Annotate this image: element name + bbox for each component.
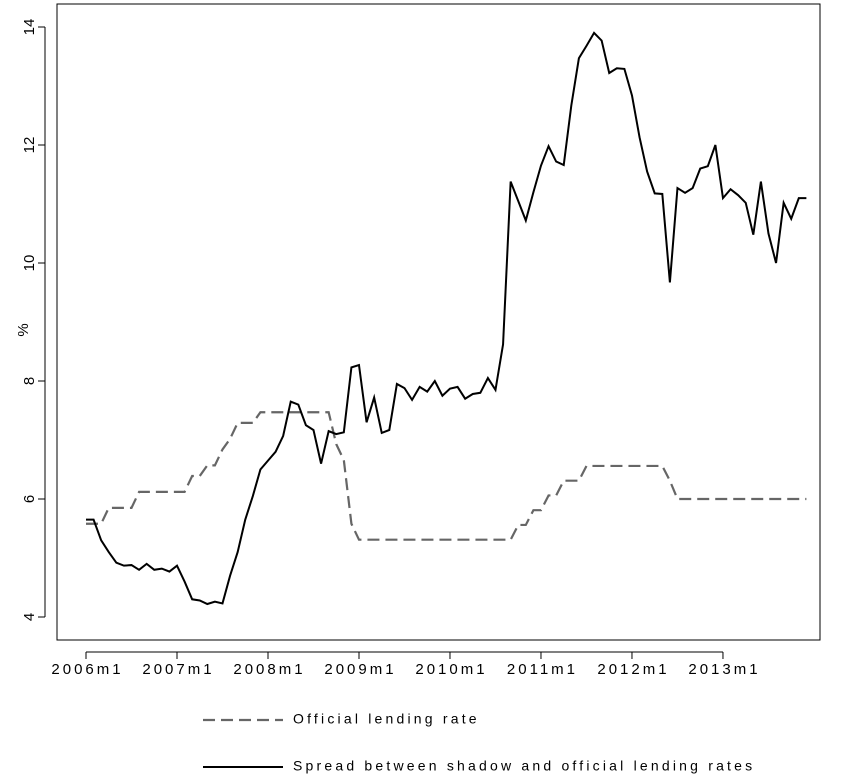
series-line	[86, 411, 807, 541]
x-tick-label: 2006m1	[51, 661, 123, 678]
y-axis-label: %	[15, 323, 32, 336]
y-tick-label: 4	[21, 613, 38, 621]
x-tick-label: 2011m1	[507, 661, 578, 678]
x-tick-label: 2008m1	[233, 661, 305, 678]
legend-label: Spread between shadow and official lendi…	[293, 758, 755, 774]
x-tick-label: 2012m1	[597, 661, 669, 678]
legend-label: Official lending rate	[293, 711, 480, 727]
plot-frame	[56, 3, 821, 641]
y-tick-label: 14	[21, 19, 38, 36]
x-tick-label: 2007m1	[142, 661, 214, 678]
y-tick-label: 8	[21, 377, 38, 385]
series-line	[86, 31, 807, 606]
x-tick-label: 2010m1	[415, 661, 487, 678]
y-tick-label: 6	[21, 495, 38, 503]
x-tick-label: 2013m1	[688, 661, 760, 678]
y-tick-label: 12	[21, 137, 38, 154]
x-tick-label: 2009m1	[324, 661, 396, 678]
y-tick-label: 10	[21, 255, 38, 272]
